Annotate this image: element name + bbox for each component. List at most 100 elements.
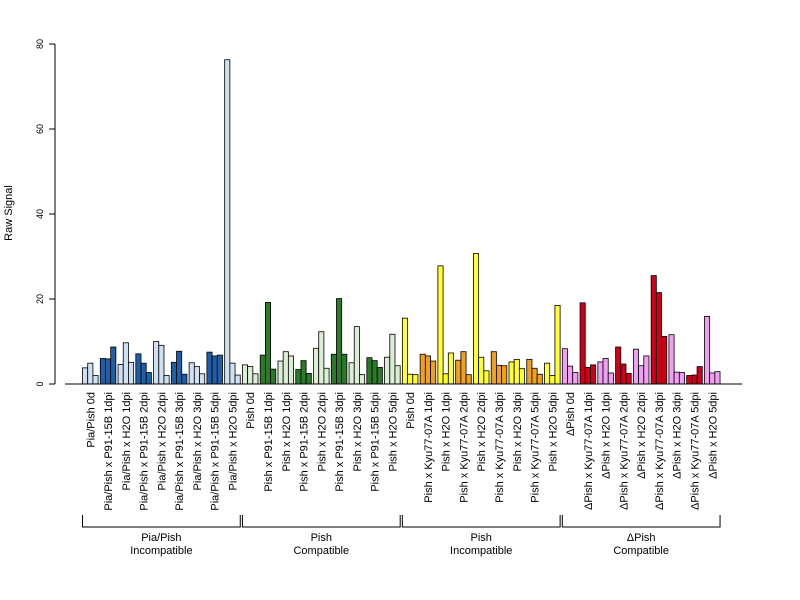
bar (229, 362, 236, 385)
bar (336, 298, 343, 385)
bar (691, 374, 698, 385)
bar (673, 371, 680, 385)
bar (163, 375, 170, 385)
category-label: Pia/Pish x P91-15B 2dpi (139, 392, 151, 511)
bar (318, 331, 325, 385)
bar (655, 292, 662, 385)
bar (501, 365, 508, 385)
bar (341, 353, 348, 385)
bar (437, 265, 444, 385)
bar (270, 368, 277, 385)
category-label: Pish x Kyu77-07A 1dpi (423, 392, 435, 503)
bar (650, 275, 657, 385)
y-tick-label: 60 (35, 124, 45, 134)
bar (615, 346, 622, 385)
bar (384, 356, 391, 385)
bar (460, 351, 467, 385)
bar (128, 361, 135, 385)
bar (696, 366, 703, 385)
category-label: Pish x H2O 5dpi (547, 392, 559, 471)
bar (145, 372, 152, 385)
bar (206, 351, 213, 385)
bar (531, 367, 538, 385)
bar (620, 363, 627, 385)
bar (181, 373, 188, 385)
category-label: Pish 0d (405, 392, 417, 429)
category-label: ΔPish x H2O 3dpi (672, 392, 684, 479)
bar (513, 358, 520, 385)
category-label: Pish x H2O 3dpi (512, 392, 524, 471)
bar (430, 360, 437, 385)
bar (105, 358, 112, 385)
bars-layer (82, 59, 721, 385)
category-label: Pish x P91-15B 5dpi (370, 392, 382, 492)
group-label-type: Compatible (293, 545, 349, 557)
bar (234, 374, 241, 385)
category-label: Pish x H2O 2dpi (476, 392, 488, 471)
bar (110, 346, 117, 385)
bar (607, 372, 614, 385)
bar (407, 373, 414, 385)
bar (277, 360, 284, 385)
category-label: Pish x H2O 1dpi (281, 392, 293, 471)
bar (135, 353, 142, 385)
bar (678, 372, 685, 385)
bar (442, 373, 449, 385)
bar (455, 359, 462, 385)
bar (567, 365, 574, 385)
bar (176, 350, 183, 385)
category-label: Pish x P91-15B 1dpi (263, 392, 275, 492)
group-label-name: ΔPish (627, 532, 656, 544)
bar (526, 358, 533, 385)
bar (353, 326, 360, 385)
group-label-name: Pish (311, 532, 332, 544)
bar (709, 372, 716, 385)
bar (117, 364, 124, 385)
bar (412, 374, 419, 385)
group-bracket (561, 515, 721, 528)
bar (632, 348, 639, 385)
category-label: ΔPish x Kyu77-07A 3dpi (654, 392, 666, 510)
category-label: ΔPish 0d (565, 392, 577, 436)
bar (216, 354, 223, 385)
bar (87, 362, 94, 385)
category-label: Pish x P91-15B 3dpi (334, 392, 346, 492)
category-label: Pish 0d (245, 392, 257, 429)
bar (549, 375, 556, 385)
bar (496, 364, 503, 385)
category-label: Pia/Pish x P91-15B 5dpi (210, 392, 222, 511)
bar (424, 355, 431, 385)
bar (193, 366, 200, 385)
category-label: Pish x P91-15B 2dpi (299, 392, 311, 492)
bar (686, 375, 693, 385)
bar (313, 347, 320, 385)
bar (158, 344, 165, 385)
category-label: ΔPish x H2O 5dpi (707, 392, 719, 479)
bar (572, 372, 579, 385)
bar (99, 358, 106, 385)
group-label-name: Pish (471, 532, 492, 544)
bar (300, 360, 307, 385)
bar (419, 353, 426, 385)
bar (518, 368, 525, 385)
bar (704, 316, 711, 385)
bar (465, 374, 472, 385)
category-label: Pish x Kyu77-07A 5dpi (530, 392, 542, 503)
bar (323, 367, 330, 385)
group-label-type: Compatible (613, 545, 669, 557)
bar (490, 351, 497, 385)
bar (287, 355, 294, 385)
bar (473, 253, 480, 385)
category-label: Pia/Pish x P91-15B 3dpi (174, 392, 186, 511)
bar (348, 362, 355, 385)
group-bracket (82, 515, 241, 528)
bar (661, 335, 668, 385)
bar (625, 372, 632, 385)
bar (508, 361, 515, 385)
category-label: Pia/Pish x P91-15B 1dpi (103, 392, 115, 511)
group-bracket (241, 515, 401, 528)
bar (371, 360, 378, 385)
bar (305, 372, 312, 385)
bar (401, 317, 408, 385)
y-tick-label: 80 (35, 39, 45, 49)
